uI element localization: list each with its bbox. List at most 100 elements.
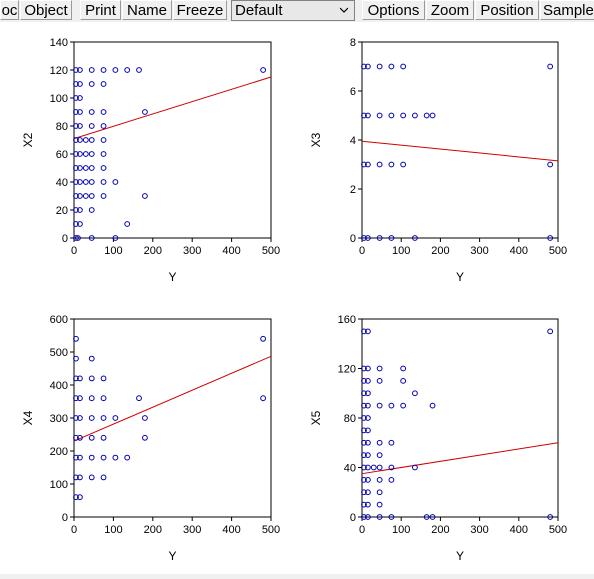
data-point [100, 434, 107, 441]
y-tick-label: 100 [50, 93, 68, 105]
x-tick-label: 500 [262, 524, 280, 536]
data-point [112, 454, 119, 461]
plot-frame [361, 41, 559, 239]
y-axis-label: X2 [21, 132, 35, 147]
data-point [136, 395, 142, 402]
y-tick-label: 0 [62, 233, 68, 245]
data-point [88, 179, 95, 185]
data-point [73, 179, 79, 185]
data-point [142, 434, 148, 441]
data-point [73, 165, 79, 171]
data-point [88, 415, 95, 421]
y-axis-label: X3 [309, 132, 323, 147]
freeze-button[interactable]: Freeze [173, 0, 227, 20]
data-point [361, 112, 367, 119]
proc-button[interactable]: oc [0, 0, 19, 20]
data-point [73, 67, 79, 73]
data-point [376, 489, 383, 496]
sample-button[interactable]: Sample [540, 0, 594, 20]
x-tick-label: 400 [222, 524, 240, 536]
data-point [88, 137, 95, 143]
data-point [388, 161, 395, 168]
data-point [364, 161, 371, 168]
data-point [100, 179, 107, 185]
options-button[interactable]: Options [362, 0, 425, 20]
data-point [388, 63, 395, 70]
y-tick-label: 0 [350, 233, 356, 245]
data-point [364, 439, 371, 446]
view-toolbar: oc Object Print Name Freeze Default Opti… [0, 0, 594, 23]
data-point [88, 151, 95, 157]
y-tick-label: 160 [338, 314, 356, 326]
print-button[interactable]: Print [80, 0, 121, 20]
data-point [100, 193, 107, 199]
x-tick-label: 0 [71, 245, 77, 257]
data-point [547, 63, 554, 70]
data-point [547, 161, 554, 168]
data-point [124, 67, 131, 73]
data-point [88, 81, 95, 87]
data-point [376, 365, 383, 372]
data-point [361, 377, 367, 384]
data-point [124, 221, 131, 227]
data-point [423, 112, 430, 119]
view-select[interactable]: Default [231, 0, 355, 21]
x-tick-label: 300 [183, 524, 201, 536]
y-tick-label: 80 [56, 121, 68, 133]
data-point [136, 67, 142, 73]
position-button[interactable]: Position [475, 0, 539, 20]
data-point [388, 402, 395, 409]
data-point [376, 464, 383, 471]
data-point [364, 501, 371, 508]
data-point [77, 395, 83, 402]
x-tick-label: 300 [470, 245, 488, 257]
data-point [429, 514, 436, 520]
data-point [73, 123, 79, 129]
data-point [112, 179, 119, 185]
data-point [82, 193, 89, 199]
data-point [388, 464, 395, 471]
data-point [429, 112, 436, 119]
data-point [73, 193, 79, 199]
y-tick-label: 140 [50, 37, 68, 49]
name-button[interactable]: Name [122, 0, 172, 20]
data-point [77, 207, 83, 213]
y-tick-label: 100 [50, 479, 68, 491]
data-point [112, 235, 119, 241]
data-point [376, 514, 383, 520]
data-point [73, 395, 79, 402]
data-point [400, 161, 407, 168]
y-tick-label: 2 [350, 184, 356, 196]
data-point [370, 464, 377, 471]
data-point [376, 161, 383, 168]
y-tick-label: 8 [350, 37, 356, 49]
data-point [260, 335, 267, 342]
y-tick-label: 6 [350, 86, 356, 98]
data-point [364, 63, 371, 70]
data-point [376, 402, 383, 409]
y-tick-label: 600 [50, 314, 68, 326]
data-point [73, 335, 79, 342]
data-point [412, 235, 418, 241]
data-point [376, 439, 383, 446]
data-point [77, 109, 83, 115]
data-point [361, 489, 367, 496]
data-point [73, 494, 79, 501]
data-point [77, 193, 83, 199]
data-point [77, 474, 83, 481]
y-tick-label: 4 [350, 135, 356, 147]
data-point [364, 377, 371, 384]
data-point [376, 377, 383, 384]
data-point [82, 179, 89, 185]
x-tick-label: 200 [144, 524, 162, 536]
x-tick-label: 200 [144, 245, 162, 257]
zoom-button[interactable]: Zoom [426, 0, 474, 20]
object-button[interactable]: Object [20, 0, 72, 20]
data-point [361, 415, 367, 421]
data-point [77, 137, 83, 143]
data-point [77, 95, 83, 101]
data-point [88, 109, 95, 115]
data-point [75, 235, 81, 241]
data-point [400, 63, 407, 70]
data-point [73, 151, 79, 157]
